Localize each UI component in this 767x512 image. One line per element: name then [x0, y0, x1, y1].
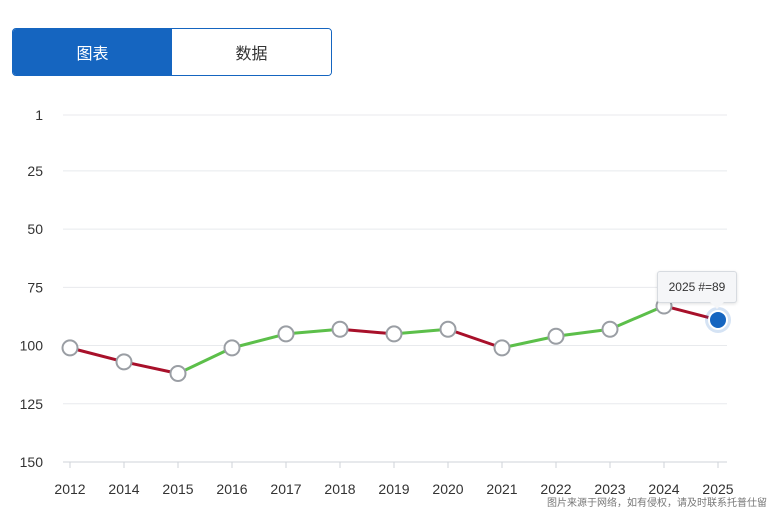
y-tick-label: 100 [20, 338, 44, 354]
series-segment [500, 334, 558, 350]
chart-tooltip: 2025 #=89 [657, 271, 737, 309]
y-tick-label: 75 [27, 279, 43, 295]
tooltip-year: 2025 [668, 280, 696, 294]
data-point [115, 353, 133, 371]
y-tick-label: 150 [20, 454, 44, 470]
tab-chart[interactable]: 图表 [13, 29, 172, 75]
series-segment [446, 327, 504, 350]
y-tick-label: 1 [35, 107, 43, 123]
x-tick-label: 2019 [378, 481, 409, 497]
watermark-text: 图片来源于网络，如有侵权，请及时联系托普仕留学删除 [547, 498, 767, 509]
data-point [61, 339, 79, 357]
x-tick-label: 2021 [486, 481, 517, 497]
data-point-highlighted [708, 309, 728, 330]
x-tick-label: 2014 [108, 481, 139, 497]
series-segment [554, 327, 612, 338]
data-point [439, 320, 457, 338]
data-point [547, 327, 565, 345]
data-point [601, 320, 619, 338]
x-tick-label: 2017 [270, 481, 301, 497]
data-point [277, 325, 295, 343]
series-segment [338, 327, 396, 336]
data-point [493, 339, 511, 357]
series-segment [68, 346, 126, 364]
series-segment [176, 346, 234, 376]
data-point [331, 320, 349, 338]
x-tick-label: 2015 [162, 481, 193, 497]
x-tick-label: 2012 [54, 481, 85, 497]
x-tick-label: 2018 [324, 481, 355, 497]
series-segment [608, 304, 666, 331]
x-tick-label: 2025 [702, 481, 733, 497]
y-tick-label: 125 [20, 396, 44, 412]
series-segment [230, 332, 288, 350]
view-toggle: 图表 数据 [12, 28, 332, 76]
data-point [385, 325, 403, 343]
tooltip-value: #=89 [698, 280, 726, 294]
x-tick-label: 2024 [648, 481, 679, 497]
y-tick-label: 25 [27, 163, 43, 179]
series-segment [284, 327, 342, 336]
data-point [169, 365, 187, 383]
tab-data[interactable]: 数据 [172, 29, 331, 75]
y-tick-label: 50 [27, 221, 43, 237]
x-tick-label: 2016 [216, 481, 247, 497]
x-tick-label: 2020 [432, 481, 463, 497]
x-tick-label: 2023 [594, 481, 625, 497]
x-tick-label: 2022 [540, 481, 571, 497]
series-segment [122, 360, 180, 376]
data-point [223, 339, 241, 357]
series-segment [392, 327, 450, 336]
